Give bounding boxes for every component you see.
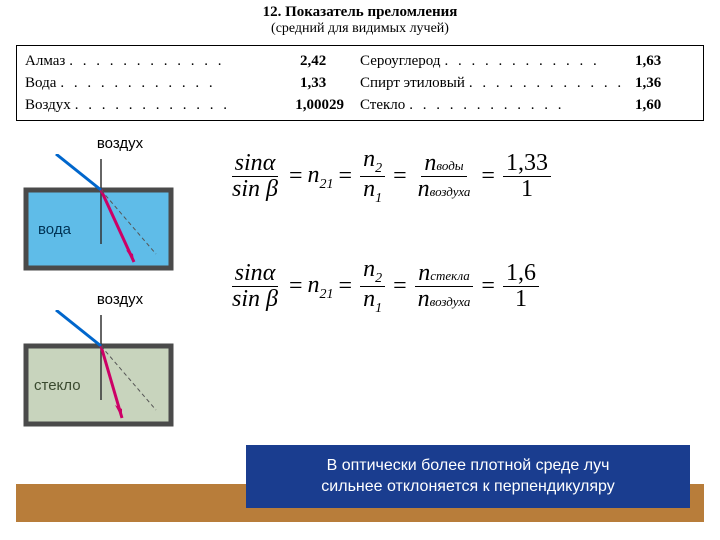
frac-nmedia: nстекла nвоздуха bbox=[415, 261, 474, 312]
table-cell-right: Спирт этиловый . . . . . . . . . . . . 1… bbox=[360, 72, 695, 94]
material-name: Алмаз bbox=[25, 50, 65, 72]
table-cell-left: Воздух . . . . . . . . . . . . 1,00029 bbox=[25, 94, 360, 116]
material-value: 1,36 bbox=[635, 72, 695, 94]
leader-dots: . . . . . . . . . . . . bbox=[71, 94, 295, 116]
medium-label: вода bbox=[38, 221, 72, 238]
result-num: 1,6 bbox=[503, 261, 539, 287]
result-den: 1 bbox=[512, 287, 530, 312]
refraction-diagram-water: вода bbox=[16, 154, 181, 274]
sin-text: sin bbox=[232, 176, 260, 202]
diagram-top-label: воздух bbox=[16, 291, 196, 308]
material-value: 2,42 bbox=[300, 50, 360, 72]
material-name: Стекло bbox=[360, 94, 405, 116]
leader-dots: . . . . . . . . . . . . bbox=[465, 72, 635, 94]
diagram-top-label: воздух bbox=[16, 135, 196, 152]
material-value: 1,63 bbox=[635, 50, 695, 72]
table-row: Алмаз . . . . . . . . . . . . 2,42 Сероу… bbox=[25, 50, 695, 72]
equals-sign: = bbox=[339, 163, 353, 190]
frac-value: 1,6 1 bbox=[503, 261, 539, 312]
frac-sin: sinα sin β bbox=[229, 151, 281, 202]
frac-n2n1: n2 n1 bbox=[360, 147, 385, 207]
material-value: 1,60 bbox=[635, 94, 695, 116]
footer-line2: сильнее отклоняется к перпендикуляру bbox=[256, 476, 680, 498]
diagram-glass: воздух стекло bbox=[16, 291, 196, 435]
equals-sign: = bbox=[393, 273, 407, 300]
sin-text: sin bbox=[235, 150, 263, 176]
material-name: Воздух bbox=[25, 94, 71, 116]
equals-sign: = bbox=[339, 273, 353, 300]
table-cell-left: Вода . . . . . . . . . . . . 1,33 bbox=[25, 72, 360, 94]
alpha-symbol: α bbox=[263, 260, 276, 286]
table-row: Вода . . . . . . . . . . . . 1,33 Спирт … bbox=[25, 72, 695, 94]
equations-column: sinα sin β = n21 = n2 n1 = nводы nвоздух… bbox=[196, 129, 720, 447]
page-title: 12. Показатель преломления bbox=[0, 4, 720, 21]
sin-text: sin bbox=[235, 260, 263, 286]
frac-value: 1,33 1 bbox=[503, 151, 551, 202]
result-den: 1 bbox=[518, 177, 536, 202]
sin-text: sin bbox=[232, 286, 260, 312]
beta-symbol: β bbox=[266, 286, 278, 312]
table-cell-right: Сероуглерод . . . . . . . . . . . . 1,63 bbox=[360, 50, 695, 72]
material-name: Спирт этиловый bbox=[360, 72, 465, 94]
equals-sign: = bbox=[481, 163, 495, 190]
footer: В оптически более плотной среде луч силь… bbox=[16, 444, 704, 522]
medium-label: стекло bbox=[34, 377, 81, 394]
table-cell-right: Стекло . . . . . . . . . . . . 1,60 bbox=[360, 94, 695, 116]
equals-sign: = bbox=[289, 273, 303, 300]
beta-symbol: β bbox=[266, 176, 278, 202]
equation-water: sinα sin β = n21 = n2 n1 = nводы nвоздух… bbox=[226, 147, 720, 207]
refraction-table: Алмаз . . . . . . . . . . . . 2,42 Сероу… bbox=[16, 45, 704, 121]
n21: n21 bbox=[308, 162, 334, 193]
ray-incident bbox=[56, 310, 101, 346]
header: 12. Показатель преломления (средний для … bbox=[0, 0, 720, 43]
leader-dots: . . . . . . . . . . . . bbox=[56, 72, 300, 94]
diagram-water: воздух вода bbox=[16, 135, 196, 279]
equals-sign: = bbox=[481, 273, 495, 300]
footer-line1: В оптически более плотной среде луч bbox=[256, 455, 680, 477]
alpha-symbol: α bbox=[263, 150, 276, 176]
content-area: воздух вода воздух bbox=[0, 129, 720, 447]
equals-sign: = bbox=[289, 163, 303, 190]
frac-n2n1: n2 n1 bbox=[360, 257, 385, 317]
leader-dots: . . . . . . . . . . . . bbox=[405, 94, 635, 116]
material-name: Сероуглерод bbox=[360, 50, 441, 72]
frac-nmedia: nводы nвоздуха bbox=[415, 151, 474, 202]
table-cell-left: Алмаз . . . . . . . . . . . . 2,42 bbox=[25, 50, 360, 72]
page-subtitle: (средний для видимых лучей) bbox=[0, 21, 720, 37]
ray-incident bbox=[56, 154, 101, 190]
leader-dots: . . . . . . . . . . . . bbox=[65, 50, 300, 72]
n21: n21 bbox=[308, 272, 334, 303]
table-row: Воздух . . . . . . . . . . . . 1,00029 С… bbox=[25, 94, 695, 116]
frac-sin: sinα sin β bbox=[229, 261, 281, 312]
diagrams-column: воздух вода воздух bbox=[16, 129, 196, 447]
refraction-diagram-glass: стекло bbox=[16, 310, 181, 430]
equation-glass: sinα sin β = n21 = n2 n1 = nстекла nвозд… bbox=[226, 257, 720, 317]
leader-dots: . . . . . . . . . . . . bbox=[441, 50, 635, 72]
result-num: 1,33 bbox=[503, 151, 551, 177]
equals-sign: = bbox=[393, 163, 407, 190]
footer-note: В оптически более плотной среде луч силь… bbox=[246, 445, 690, 508]
material-name: Вода bbox=[25, 72, 56, 94]
material-value: 1,33 bbox=[300, 72, 360, 94]
material-value: 1,00029 bbox=[295, 94, 360, 116]
